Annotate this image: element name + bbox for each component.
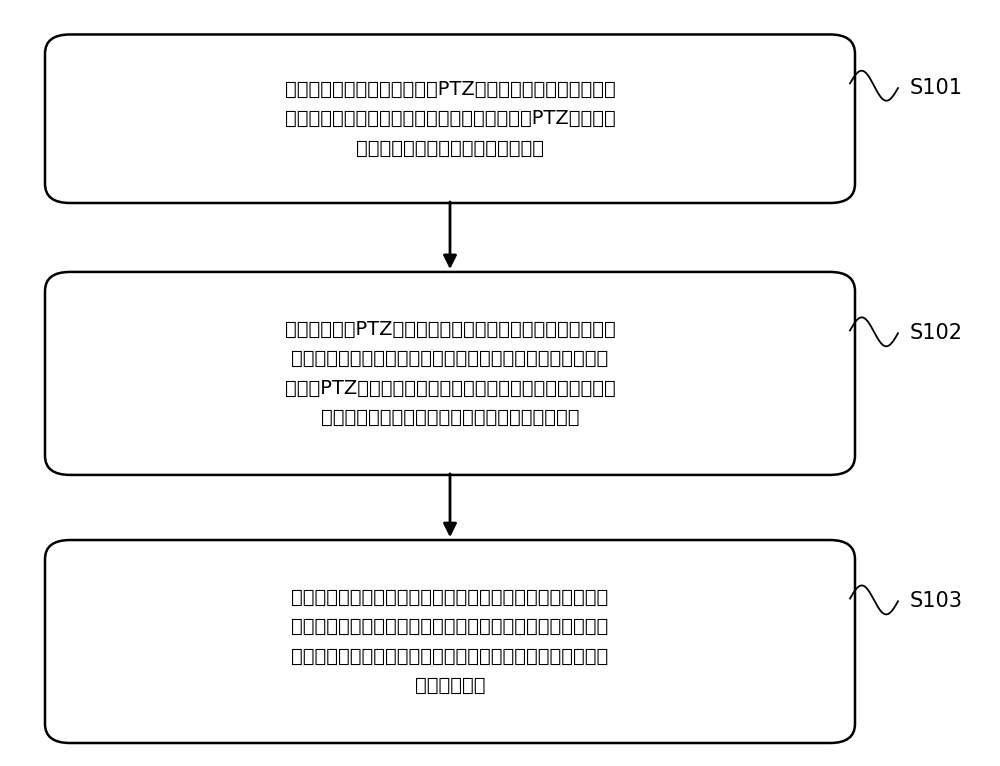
Text: S102: S102 bbox=[910, 323, 963, 343]
Text: S103: S103 bbox=[910, 591, 963, 611]
FancyBboxPatch shape bbox=[45, 540, 855, 743]
Text: 获取拍摄对应目标对象的目标PTZ摄像装置的实时承载状态信
息，其中，所述实时承载状态信息包括所述目标PTZ摄像装置
所处的承载设备的俯仰角和水平转角: 获取拍摄对应目标对象的目标PTZ摄像装置的实时承载状态信 息，其中，所述实时承载… bbox=[285, 80, 615, 158]
Text: S101: S101 bbox=[910, 78, 963, 98]
FancyBboxPatch shape bbox=[45, 272, 855, 475]
Text: 获取所述目标PTZ摄像装置对应的内参和目标映射参数信息，
根据所述实时承载状态信息及对应的目标映射参数信息确定所
述目标PTZ摄像装置对应的坐标变换信息，从而根: 获取所述目标PTZ摄像装置对应的内参和目标映射参数信息， 根据所述实时承载状态信… bbox=[285, 319, 615, 427]
FancyBboxPatch shape bbox=[45, 34, 855, 203]
Text: 根据所述第一坐标变换信息及地理坐标系至所述世界坐标系的
第二坐标变换信息确定对应的目标坐标变换信息，其中，所述
目标变换信息包括从所述地理坐标系变换至所述像素坐: 根据所述第一坐标变换信息及地理坐标系至所述世界坐标系的 第二坐标变换信息确定对应… bbox=[291, 588, 609, 696]
